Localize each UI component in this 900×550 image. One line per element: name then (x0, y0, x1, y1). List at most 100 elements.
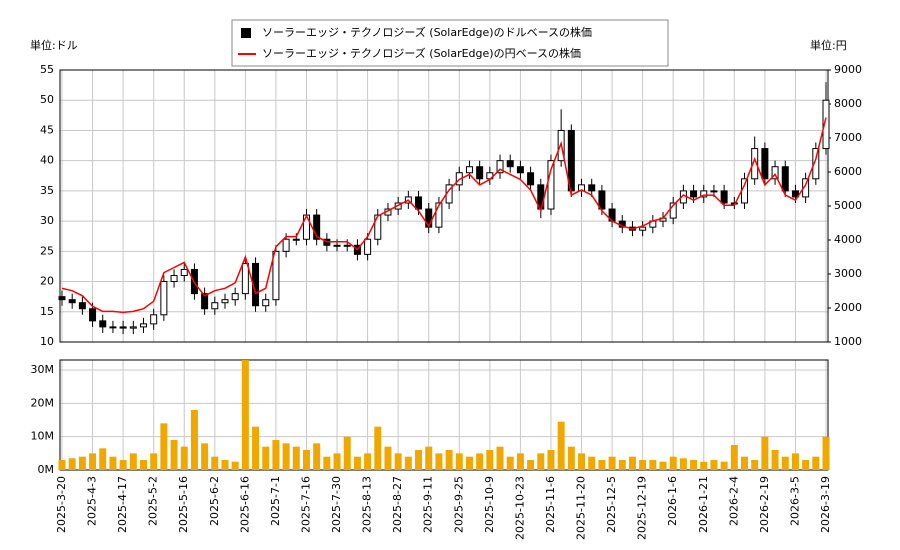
volume-bar (58, 460, 66, 470)
x-tick-label: 2026-3-5 (788, 476, 801, 526)
volume-bar (527, 460, 535, 470)
candle-body (89, 308, 97, 322)
volume-bar (252, 426, 260, 470)
candle-body (822, 99, 830, 150)
volume-bar (506, 456, 514, 470)
volume-bar (190, 410, 198, 470)
x-tick-label: 2026-3-19 (819, 476, 832, 533)
volume-bar (659, 461, 667, 470)
volume-bar (588, 456, 596, 470)
candle-body (201, 293, 209, 310)
candle-body (231, 293, 239, 301)
candle-body (741, 178, 749, 204)
volume-bar (771, 450, 779, 470)
y2-tick-label: 4000 (834, 233, 862, 246)
candle-body (364, 238, 372, 255)
y2-axis-label: 単位:円 (810, 38, 847, 52)
volume-bar (404, 456, 412, 470)
volume-bar (567, 446, 575, 470)
volume-bar (160, 423, 168, 470)
x-tick-label: 2025-12-5 (605, 476, 618, 533)
y-tick-label: 55 (40, 63, 54, 76)
volume-bar (639, 460, 647, 470)
candle-body (690, 190, 698, 198)
x-tick-label: 2025-8-13 (361, 476, 374, 533)
candle-body (812, 148, 820, 180)
candle-body (496, 160, 504, 174)
candle-body (150, 314, 158, 325)
legend-label: ソーラーエッジ・テクノロジーズ (SolarEdge)の円ベースの株価 (262, 46, 581, 60)
volume-bar (119, 460, 127, 470)
candle-body (761, 148, 769, 180)
volume-bar (761, 436, 769, 470)
candle-body (282, 238, 290, 252)
volume-bar (537, 453, 545, 470)
volume-bar (89, 453, 97, 470)
x-tick-label: 2025-7-16 (299, 476, 312, 533)
candle-body (129, 326, 137, 329)
candle-body (791, 190, 799, 198)
legend-label: ソーラーエッジ・テクノロジーズ (SolarEdge)のドルベースの株価 (262, 25, 592, 39)
volume-bar (435, 453, 443, 470)
volume-bar (394, 453, 402, 470)
volume-bar (781, 456, 789, 470)
volume-bar (679, 458, 687, 470)
volume-bar (486, 450, 494, 470)
candle-body (465, 166, 473, 174)
candle-body (221, 299, 229, 304)
y2-tick-label: 1000 (834, 335, 862, 348)
candle-body (78, 302, 86, 310)
volume-bar (802, 460, 810, 470)
x-tick-label: 2025-4-3 (86, 476, 99, 526)
y-tick-label: 45 (40, 123, 54, 136)
volume-bar (282, 443, 290, 470)
candle-body (547, 160, 555, 210)
volume-bar (415, 450, 423, 470)
x-tick-label: 2025-5-2 (147, 476, 160, 526)
y-tick-label: 25 (40, 244, 54, 257)
volume-bar (231, 461, 239, 470)
candle-body (567, 129, 575, 192)
y-tick-label: 10M (31, 430, 55, 443)
candle-body (68, 299, 76, 304)
volume-bar (262, 446, 270, 470)
y2-tick-label: 8000 (834, 97, 862, 110)
legend-swatch (241, 28, 251, 38)
volume-bar (476, 453, 484, 470)
x-tick-label: 2025-9-25 (452, 476, 465, 533)
candle-body (669, 202, 677, 219)
volume-bar (751, 460, 759, 470)
y-tick-label: 30M (31, 363, 55, 376)
x-tick-label: 2026-2-19 (758, 476, 771, 533)
x-tick-label: 2025-5-16 (177, 476, 190, 533)
x-tick-label: 2026-1-21 (697, 476, 710, 533)
candle-body (578, 184, 586, 192)
candle-body (639, 226, 647, 231)
x-tick-label: 2025-9-11 (422, 476, 435, 533)
volume-bar (710, 460, 718, 470)
y-tick-label: 40 (40, 154, 54, 167)
candle-body (516, 166, 524, 174)
x-tick-label: 2025-12-19 (636, 476, 649, 540)
volume-bar (364, 453, 372, 470)
volume-bar (598, 460, 606, 470)
candle-body (272, 250, 280, 301)
candle-body (180, 268, 188, 277)
volume-bar (343, 436, 351, 470)
candle-body (527, 172, 535, 186)
candle-body (241, 262, 249, 295)
volume-bar (333, 453, 341, 470)
y2-tick-label: 6000 (834, 165, 862, 178)
candle-body (598, 190, 606, 210)
candle-body (211, 302, 219, 310)
volume-bar (150, 453, 158, 470)
volume-bar (425, 446, 433, 470)
y-tick-label: 50 (40, 93, 54, 106)
candle-body (170, 275, 178, 283)
candle-body (700, 190, 708, 198)
candle-body (99, 320, 107, 328)
volume-bar (700, 461, 708, 470)
x-tick-label: 2025-11-20 (575, 476, 588, 540)
volume-bar (374, 426, 382, 470)
volume-bar (465, 456, 473, 470)
